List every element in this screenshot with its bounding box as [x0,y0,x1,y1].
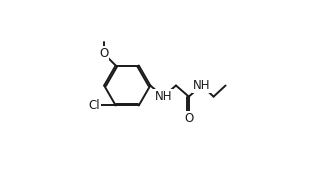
Text: O: O [184,112,194,125]
Text: NH: NH [154,90,172,103]
Text: NH: NH [193,79,210,92]
Text: O: O [99,47,108,60]
Text: Cl: Cl [89,99,100,112]
